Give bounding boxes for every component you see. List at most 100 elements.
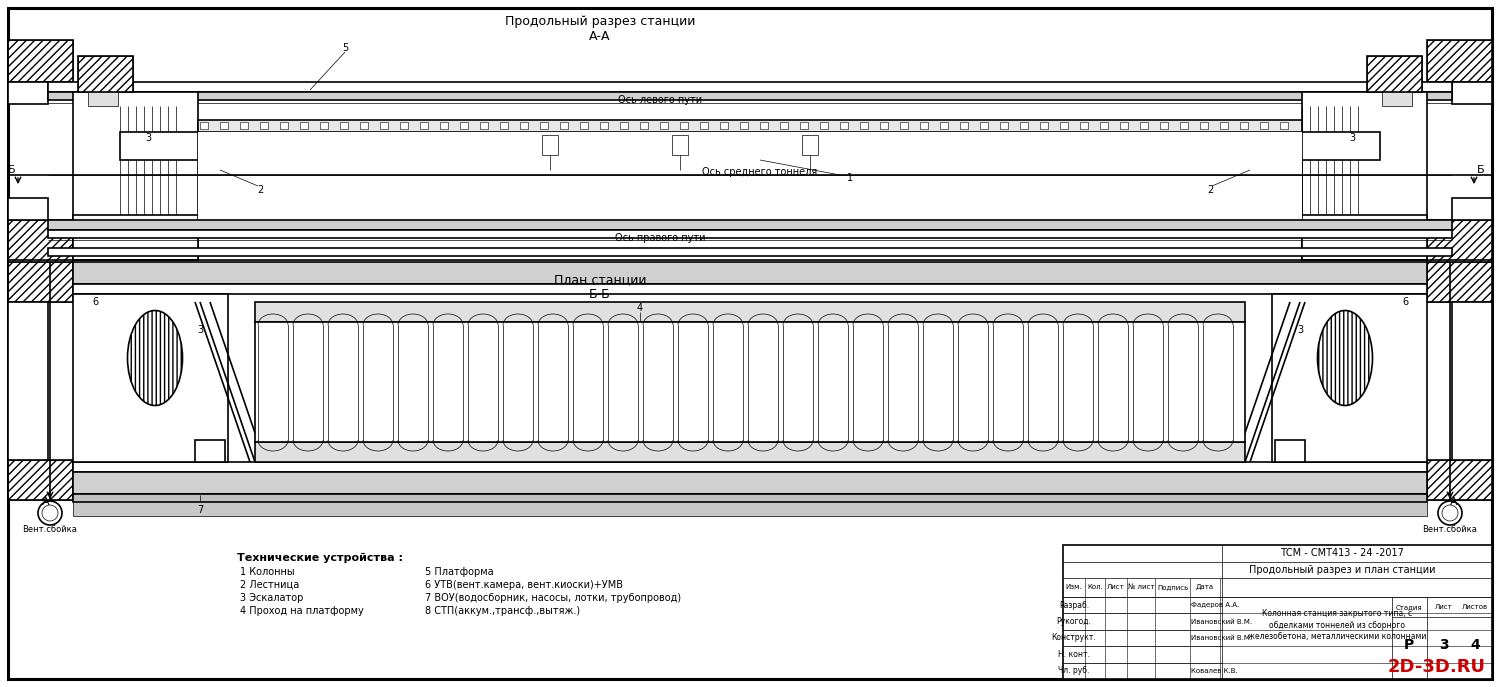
Bar xyxy=(255,302,1245,322)
Bar xyxy=(920,122,928,129)
Bar xyxy=(200,122,208,129)
Bar xyxy=(672,135,688,155)
Bar xyxy=(300,220,307,227)
Bar xyxy=(8,460,74,500)
Bar xyxy=(460,220,468,227)
Text: Колонная станция закрытого типа, с: Колонная станция закрытого типа, с xyxy=(1262,609,1412,618)
Text: 5: 5 xyxy=(342,43,348,53)
Bar xyxy=(48,92,1452,100)
Bar xyxy=(1020,220,1028,227)
Bar xyxy=(360,220,368,227)
Text: Ивановский В.М.: Ивановский В.М. xyxy=(1191,618,1252,624)
Bar xyxy=(821,220,828,227)
Bar xyxy=(680,220,688,227)
Bar xyxy=(1426,460,1492,500)
Bar xyxy=(500,122,508,129)
Bar xyxy=(1040,122,1048,129)
Bar xyxy=(900,220,908,227)
Text: Вент.сбойка: Вент.сбойка xyxy=(1422,526,1478,534)
Bar xyxy=(198,132,1302,220)
Bar xyxy=(720,220,728,227)
Text: Ковалев К.В.: Ковалев К.В. xyxy=(1191,668,1237,674)
Text: 2 Лестница: 2 Лестница xyxy=(240,580,298,590)
Text: Стадия: Стадия xyxy=(1395,604,1422,610)
Bar xyxy=(880,220,888,227)
Bar xyxy=(400,122,408,129)
Bar xyxy=(960,122,968,129)
Bar xyxy=(880,122,888,129)
Bar xyxy=(78,56,134,92)
Bar xyxy=(960,220,968,227)
Bar xyxy=(1260,122,1268,129)
Text: 3: 3 xyxy=(196,325,202,335)
Bar xyxy=(760,122,768,129)
Bar xyxy=(48,82,1452,92)
Text: Технические устройства :: Технические устройства : xyxy=(237,553,404,563)
Bar xyxy=(1200,220,1208,227)
Bar xyxy=(1426,40,1492,82)
Text: 3: 3 xyxy=(1438,638,1449,652)
Bar xyxy=(380,122,388,129)
Text: Лист: Лист xyxy=(1436,604,1454,610)
Bar xyxy=(1180,122,1188,129)
Text: Рукогод.: Рукогод. xyxy=(1056,617,1092,626)
Bar xyxy=(840,220,848,227)
Bar xyxy=(1220,122,1228,129)
Bar xyxy=(440,220,448,227)
Text: 2D-3D.RU: 2D-3D.RU xyxy=(1388,658,1486,676)
Text: 6: 6 xyxy=(1402,297,1408,307)
Text: Кол.: Кол. xyxy=(1088,584,1102,590)
Bar xyxy=(980,220,988,227)
Bar xyxy=(680,122,688,129)
Bar xyxy=(1275,440,1305,462)
Bar xyxy=(920,220,928,227)
Bar xyxy=(88,92,118,106)
Bar xyxy=(1426,460,1492,500)
Text: А: А xyxy=(42,497,50,507)
Bar xyxy=(1060,220,1068,227)
Bar xyxy=(74,215,198,260)
Bar xyxy=(540,122,548,129)
Bar xyxy=(78,56,134,92)
Bar xyxy=(1060,122,1068,129)
Bar xyxy=(1426,262,1492,302)
Text: 6 УТВ(вент.камера, вент.киоски)+УМВ: 6 УТВ(вент.камера, вент.киоски)+УМВ xyxy=(424,580,622,590)
Bar xyxy=(480,220,488,227)
Text: 4 Проход на платформу: 4 Проход на платформу xyxy=(240,606,363,616)
Bar xyxy=(1452,198,1492,220)
Text: 5 Платформа: 5 Платформа xyxy=(424,567,494,577)
Text: Н. конт.: Н. конт. xyxy=(1058,650,1090,659)
Bar xyxy=(859,220,868,227)
Bar xyxy=(1100,122,1108,129)
Text: Вент.сбойка: Вент.сбойка xyxy=(22,526,78,534)
Bar xyxy=(1180,220,1188,227)
Bar xyxy=(1280,122,1288,129)
Bar xyxy=(1160,220,1168,227)
Text: Фадеров А.А.: Фадеров А.А. xyxy=(1191,602,1239,608)
Bar xyxy=(1020,122,1028,129)
Bar xyxy=(320,220,328,227)
Circle shape xyxy=(38,501,62,525)
Bar xyxy=(8,198,48,220)
Bar xyxy=(420,122,428,129)
Text: Ось правого пути: Ось правого пути xyxy=(615,233,705,243)
Text: 3 Эскалатор: 3 Эскалатор xyxy=(240,593,303,603)
Text: № лист: № лист xyxy=(1128,584,1155,590)
Bar xyxy=(255,322,1245,442)
Bar xyxy=(1366,56,1422,92)
Bar xyxy=(802,135,818,155)
Text: Конструкт.: Конструкт. xyxy=(1052,633,1096,642)
Text: обделками тоннелей из сборного: обделками тоннелей из сборного xyxy=(1269,620,1406,629)
Bar xyxy=(859,122,868,129)
Bar xyxy=(1426,220,1492,270)
Ellipse shape xyxy=(1317,311,1372,405)
Bar xyxy=(1000,122,1008,129)
Text: Чл. руб.: Чл. руб. xyxy=(1059,666,1089,675)
Text: 7 ВОУ(водосборник, насосы, лотки, трубопровод): 7 ВОУ(водосборник, насосы, лотки, трубоп… xyxy=(424,593,681,603)
Bar xyxy=(1120,220,1128,227)
Bar xyxy=(8,220,74,270)
Text: Ось среднего тоннеля: Ось среднего тоннеля xyxy=(702,167,818,177)
Bar xyxy=(460,122,468,129)
Bar xyxy=(420,220,428,227)
Text: План станции: План станции xyxy=(554,273,646,286)
